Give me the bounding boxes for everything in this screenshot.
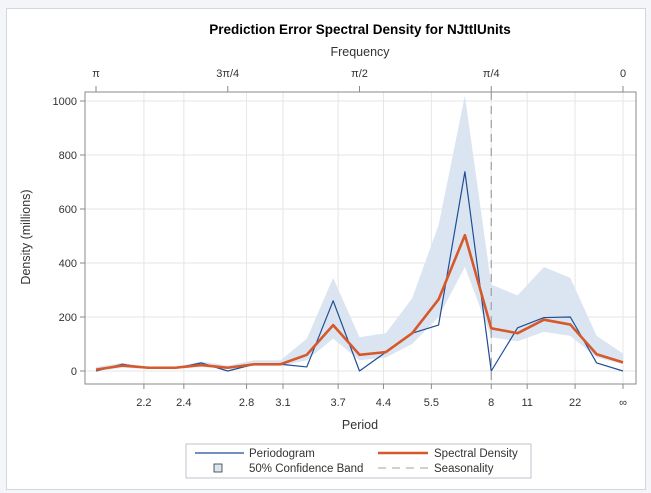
y-axis-label: Density (millions) bbox=[19, 189, 33, 284]
period-tick-label: 2.8 bbox=[239, 397, 254, 409]
legend-confidence-band-label: 50% Confidence Band bbox=[249, 463, 363, 475]
period-tick-label: 2.4 bbox=[176, 397, 191, 409]
period-axis-ticks: 2.2 2.4 2.8 3.1 3.7 4.4 5.5 8 11 22 ∞ bbox=[136, 384, 627, 409]
period-tick-label: 3.7 bbox=[330, 397, 345, 409]
chart-frame bbox=[6, 8, 646, 490]
series-lines bbox=[95, 171, 624, 372]
y-tick-label: 400 bbox=[59, 258, 77, 270]
period-tick-label: 2.2 bbox=[136, 397, 151, 409]
frequency-axis-label: Frequency bbox=[330, 45, 390, 59]
period-tick-label: ∞ bbox=[619, 397, 627, 409]
axes bbox=[84, 91, 637, 385]
plot-area-border bbox=[84, 91, 637, 385]
period-tick-label: 11 bbox=[521, 397, 532, 409]
y-tick-label: 800 bbox=[59, 150, 77, 162]
period-tick-label: 4.4 bbox=[376, 397, 391, 409]
legend-periodogram-label: Periodogram bbox=[249, 448, 315, 460]
period-tick-label: 8 bbox=[488, 397, 494, 409]
frequency-tick-label: π/4 bbox=[483, 68, 500, 80]
frequency-tick-label: 0 bbox=[620, 68, 626, 80]
confidence-band-layer bbox=[96, 95, 623, 371]
legend-seasonality-label: Seasonality bbox=[434, 463, 494, 475]
y-tick-label: 0 bbox=[71, 366, 77, 378]
y-axis-ticks: 0 200 400 600 800 1000 bbox=[53, 96, 85, 378]
frequency-tick-label: π/2 bbox=[351, 68, 368, 80]
legend-confidence-band-symbol bbox=[213, 463, 223, 473]
confidence-band-area bbox=[96, 95, 623, 371]
period-tick-label: 22 bbox=[569, 397, 581, 409]
chart-title: Prediction Error Spectral Density for NJ… bbox=[209, 22, 511, 37]
y-tick-label: 200 bbox=[59, 312, 77, 324]
period-tick-label: 3.1 bbox=[275, 397, 290, 409]
legend-spectral-density-label: Spectral Density bbox=[434, 448, 518, 460]
y-tick-label: 1000 bbox=[53, 96, 77, 108]
legend: Periodogram Spectral Density 50% Confide… bbox=[185, 443, 532, 479]
frequency-tick-label: π bbox=[92, 68, 100, 80]
frequency-axis-ticks: π 3π/4 π/2 π/4 0 bbox=[92, 68, 626, 92]
frequency-tick-label: 3π/4 bbox=[216, 68, 239, 80]
period-tick-label: 5.5 bbox=[424, 397, 439, 409]
y-tick-label: 600 bbox=[59, 204, 77, 216]
period-axis-label: Period bbox=[342, 418, 378, 432]
legend-box bbox=[185, 443, 532, 479]
